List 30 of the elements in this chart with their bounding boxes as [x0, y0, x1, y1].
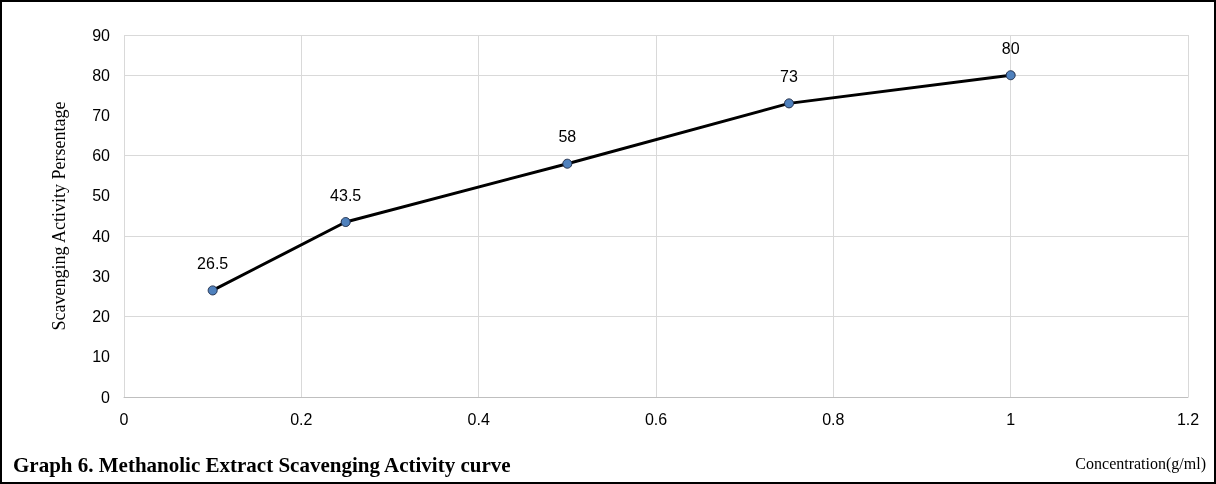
- y-tick-label: 40: [92, 227, 111, 245]
- data-label: 80: [1001, 39, 1020, 57]
- data-label: 73: [780, 67, 798, 85]
- x-tick-label: 1: [1006, 410, 1016, 428]
- y-axis-title: Scavenging Activity Persentage: [49, 101, 69, 331]
- x-tick-label: 0.6: [644, 410, 668, 428]
- x-tick-label: 0.4: [467, 410, 490, 428]
- x-tick-label: 0.2: [290, 410, 313, 428]
- data-label: 58: [558, 128, 577, 146]
- y-tick-label: 60: [92, 147, 111, 165]
- point: [340, 217, 351, 228]
- x-tick-label: 1.2: [1176, 410, 1200, 428]
- y-tick-label: 0: [101, 388, 111, 406]
- x-axis-title: Concentration(g/ml): [1075, 454, 1206, 473]
- point: [562, 158, 573, 169]
- data-label: 26.5: [197, 254, 229, 272]
- x-tick-label: 0.8: [822, 410, 845, 428]
- point: [207, 285, 218, 296]
- y-tick-label: 70: [92, 106, 111, 124]
- y-tick-label: 20: [92, 308, 111, 326]
- point: [1005, 70, 1016, 81]
- text: Graph 6. Methanolic Extract Scavenging Activity curve: [13, 452, 511, 477]
- y-tick-label: 50: [92, 187, 111, 205]
- y-tick-label: 80: [92, 66, 111, 84]
- point: [784, 98, 794, 109]
- data-label: 43.5: [330, 186, 362, 204]
- y-tick-label: 10: [92, 348, 111, 366]
- y-tick-label: 30: [92, 267, 111, 285]
- x-tick-label: 0: [119, 410, 129, 428]
- y-tick-label: 90: [92, 26, 111, 44]
